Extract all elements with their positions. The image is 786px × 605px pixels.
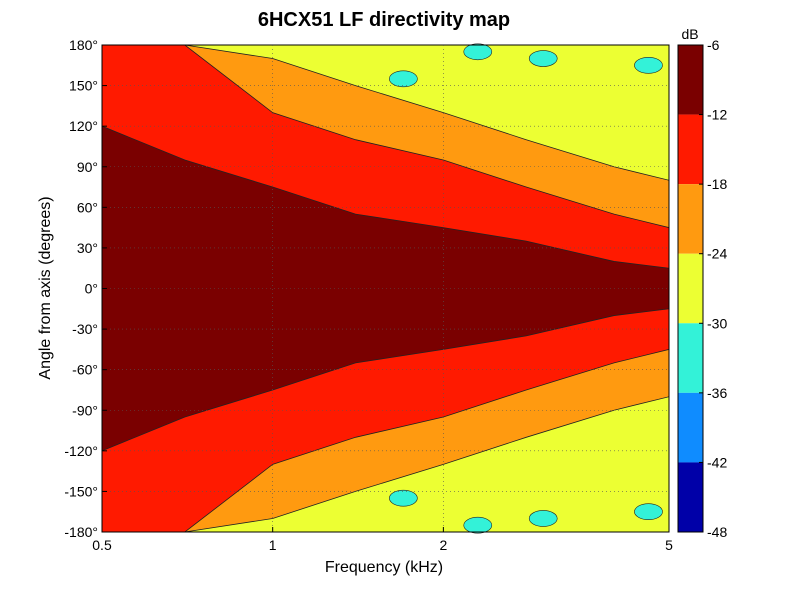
contour-pocket-minus30db xyxy=(634,56,663,74)
y-axis-label: Angle from axis (degrees) xyxy=(37,196,54,379)
contour-pocket-minus30db xyxy=(528,510,558,527)
contour-pocket-minus30db xyxy=(528,50,558,67)
y-tick-label: -60° xyxy=(72,362,98,378)
colorbar: -6 -12 -18 -24 -30 -36 -42 -48 xyxy=(677,37,727,540)
contour-pocket-minus30db xyxy=(463,516,493,534)
y-tick-label: -150° xyxy=(64,483,98,499)
chart-title: 6HCX51 LF directivity map xyxy=(258,9,510,31)
colorbar-segment xyxy=(678,114,703,185)
colorbar-frame xyxy=(677,44,704,533)
colorbar-tick-label: -48 xyxy=(707,524,727,540)
y-tick-label: 30° xyxy=(77,240,98,256)
x-tick-label: 5 xyxy=(665,537,673,553)
y-tick-label: 0° xyxy=(85,281,98,297)
colorbar-tick-label: -18 xyxy=(707,176,727,192)
colorbar-segment xyxy=(678,323,703,393)
x-axis-label: Frequency (kHz) xyxy=(325,559,443,576)
contour-pocket-minus30db xyxy=(634,503,663,521)
y-tick-label: 90° xyxy=(77,159,98,175)
y-tick-label: 60° xyxy=(77,199,98,215)
colorbar-tick-label: -36 xyxy=(707,385,727,401)
y-tick-label: 150° xyxy=(69,78,98,94)
colorbar-tick-label: -30 xyxy=(707,315,727,331)
colorbar-segment xyxy=(678,45,703,115)
x-tick-label: 1 xyxy=(269,537,277,553)
y-tick-label: 120° xyxy=(69,118,98,134)
axis-ticks: 180° 150° 120° 90° 60° 30° 0° -30° -60° -90° -120°… xyxy=(64,37,673,553)
colorbar-tick-label: -12 xyxy=(707,107,727,123)
contour-pocket-minus30db xyxy=(389,70,418,88)
colorbar-tick-label: -24 xyxy=(707,246,727,262)
colorbar-unit-label: dB xyxy=(681,26,698,42)
colorbar-segment xyxy=(678,392,703,463)
contour-pocket-minus30db xyxy=(389,489,418,507)
x-tick-label: 0.5 xyxy=(92,537,112,553)
contour-pocket-minus30db xyxy=(463,43,493,61)
x-tick-label: 2 xyxy=(439,537,447,553)
heatmap-plot-area xyxy=(101,43,670,534)
colorbar-segment xyxy=(678,253,703,324)
colorbar-segment xyxy=(678,462,703,532)
y-tick-label: -30° xyxy=(72,321,98,337)
y-tick-label: 180° xyxy=(69,37,98,53)
colorbar-tick-label: -42 xyxy=(707,454,727,470)
y-tick-label: -90° xyxy=(72,402,98,418)
colorbar-segment xyxy=(678,184,703,254)
colorbar-tick-label: -6 xyxy=(707,37,720,53)
y-tick-label: -180° xyxy=(64,524,98,540)
y-tick-label: -120° xyxy=(64,443,98,459)
